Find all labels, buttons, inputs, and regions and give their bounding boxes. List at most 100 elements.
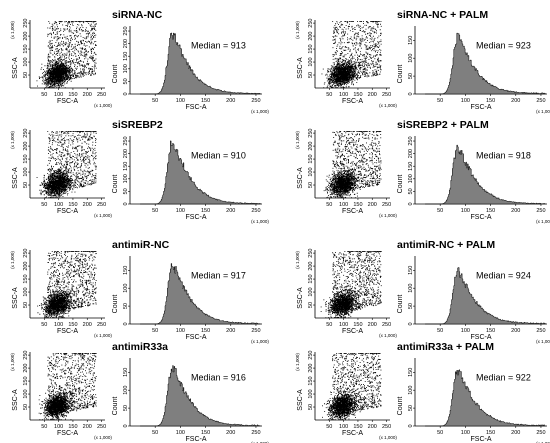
histogram-plot: 50 100 150 200 250 0 50 100 150 200 250 FSC-A (x 1,0… <box>397 136 550 224</box>
median-label: Median = 918 <box>476 150 531 160</box>
median-label: Median = 910 <box>191 150 246 160</box>
x-tick-label: 200 <box>83 322 92 328</box>
y-scale-note: (x 1,000) <box>10 21 15 39</box>
x-tick-label: 250 <box>97 202 106 208</box>
x-tick-label: 50 <box>152 208 158 214</box>
panel-title: antimiR33a <box>112 341 168 353</box>
y-tick-label: 0 <box>408 322 414 325</box>
y-tick-label: 50 <box>308 404 314 410</box>
x-axis-label: FSC-A <box>342 328 363 335</box>
x-tick-label: 50 <box>41 322 47 328</box>
histogram-plot: 50 100 150 200 250 0 50 100 150 200 250 FSC-A (x 1,0… <box>112 136 269 224</box>
x-tick-label: 200 <box>368 424 377 430</box>
x-tick-label: 200 <box>83 92 92 98</box>
y-tick-label: 100 <box>23 167 29 176</box>
scatter-points <box>36 21 97 89</box>
panel-title: antimiR-NC + PALM <box>397 239 495 251</box>
x-scale-note: (x 1,000) <box>379 213 397 218</box>
x-scale-note: (x 1,000) <box>251 339 269 344</box>
panel-7: 50 100 150 200 250 50 100 150 200 250 FSC-A (x 1,00… <box>10 341 269 443</box>
x-scale-note: (x 1,000) <box>536 219 550 224</box>
y-scale-note: (x 1,000) <box>295 131 300 149</box>
y-scale-note: (x 1,000) <box>295 21 300 39</box>
y-tick-label: 0 <box>408 202 414 205</box>
y-tick-label: 100 <box>308 167 314 176</box>
y-axis-label: SSC-A <box>12 389 19 411</box>
x-tick-label: 100 <box>461 328 470 334</box>
x-tick-label: 200 <box>226 430 235 436</box>
x-axis-label: FSC-A <box>57 430 78 437</box>
y-tick-label: 200 <box>123 39 129 48</box>
x-tick-label: 250 <box>382 424 391 430</box>
median-label: Median = 916 <box>191 372 246 382</box>
x-axis-label: FSC-A <box>342 430 363 437</box>
x-tick-label: 200 <box>226 328 235 334</box>
x-scale-note: (x 1,000) <box>94 435 112 440</box>
y-tick-label: 50 <box>23 72 29 78</box>
x-tick-label: 250 <box>382 322 391 328</box>
y-tick-label: 250 <box>308 351 314 360</box>
y-tick-label: 250 <box>308 249 314 258</box>
x-tick-label: 50 <box>326 322 332 328</box>
y-tick-label: 200 <box>308 31 314 40</box>
y-tick-label: 0 <box>408 92 414 95</box>
histogram-area <box>140 140 261 205</box>
histogram-plot: 50 100 150 200 250 0 50 100 150 200 250 FSC-A (x 1,0… <box>112 26 269 114</box>
x-tick-label: 100 <box>54 424 63 430</box>
y-scale-note: (x 1,000) <box>10 251 15 269</box>
histogram-area <box>140 263 262 325</box>
y-tick-label: 100 <box>408 386 414 395</box>
panel-title: antimiR-NC <box>112 239 170 251</box>
x-tick-label: 100 <box>176 328 185 334</box>
y-tick-label: 100 <box>408 174 414 183</box>
y-tick-label: 150 <box>123 266 129 275</box>
y-axis-label: Count <box>112 65 119 84</box>
x-tick-label: 250 <box>536 328 545 334</box>
y-tick-label: 50 <box>23 302 29 308</box>
x-tick-label: 150 <box>68 202 77 208</box>
y-tick-label: 50 <box>408 303 414 309</box>
x-tick-label: 250 <box>251 430 260 436</box>
y-tick-label: 100 <box>308 287 314 296</box>
y-tick-label: 100 <box>123 284 129 293</box>
y-axis-label: SSC-A <box>297 167 304 189</box>
y-tick-label: 0 <box>123 92 129 95</box>
y-tick-label: 100 <box>123 64 129 73</box>
x-tick-label: 150 <box>353 202 362 208</box>
x-tick-label: 50 <box>152 430 158 436</box>
y-tick-label: 100 <box>308 389 314 398</box>
y-tick-label: 200 <box>308 261 314 270</box>
scatter-points <box>320 251 382 319</box>
scatter-plot: 50 100 150 200 250 50 100 150 200 250 FSC-A (x 1,00… <box>10 19 112 108</box>
x-tick-label: 50 <box>437 430 443 436</box>
x-scale-note: (x 1,000) <box>94 213 112 218</box>
histogram-area <box>140 32 261 95</box>
y-tick-label: 150 <box>23 376 29 385</box>
y-tick-label: 250 <box>308 19 314 28</box>
panel-title: siSREBP2 <box>112 119 163 131</box>
scatter-dots <box>321 21 382 89</box>
y-tick-label: 50 <box>308 72 314 78</box>
y-tick-label: 150 <box>408 36 414 45</box>
panel-1: 50 100 150 200 250 50 100 150 200 250 FSC-A (x 1,00… <box>10 9 269 114</box>
y-scale-note: (x 1,000) <box>10 353 15 371</box>
x-tick-label: 250 <box>536 98 545 104</box>
x-tick-label: 250 <box>251 328 260 334</box>
x-scale-note: (x 1,000) <box>536 339 550 344</box>
x-tick-label: 150 <box>201 208 210 214</box>
x-tick-label: 250 <box>536 430 545 436</box>
x-tick-label: 250 <box>536 208 545 214</box>
y-axis-label: SSC-A <box>12 167 19 189</box>
x-tick-label: 100 <box>461 208 470 214</box>
x-axis-label: FSC-A <box>57 328 78 335</box>
x-scale-note: (x 1,000) <box>379 103 397 108</box>
histogram-area <box>425 267 546 325</box>
panel-5: 50 100 150 200 250 50 100 150 200 250 FSC-A (x 1,00… <box>10 239 269 344</box>
y-axis-label: Count <box>112 397 119 416</box>
x-tick-label: 50 <box>41 424 47 430</box>
y-tick-label: 0 <box>123 322 129 325</box>
y-tick-label: 100 <box>23 287 29 296</box>
y-tick-label: 200 <box>23 31 29 40</box>
y-tick-label: 50 <box>408 188 414 194</box>
